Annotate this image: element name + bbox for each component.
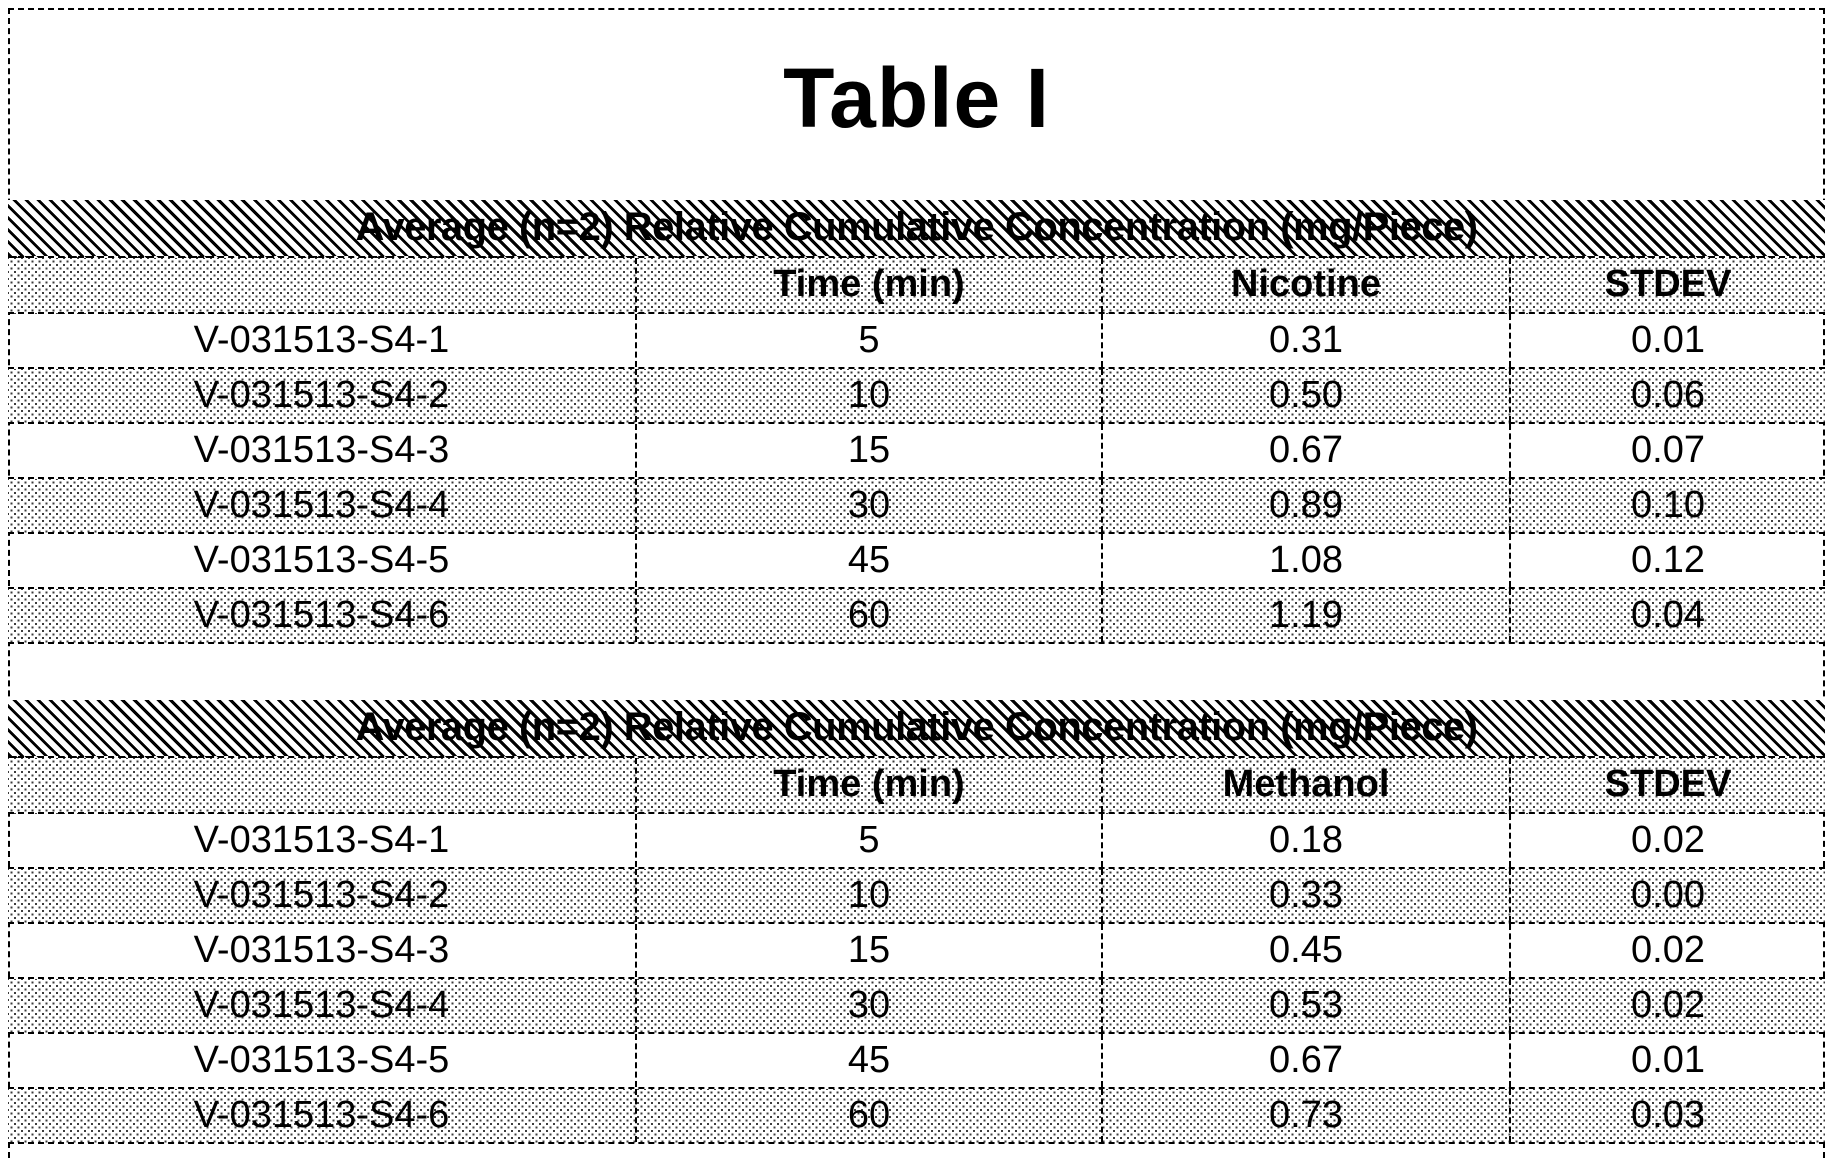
column-header-time: Time (min) [635, 258, 1101, 312]
table-row: V-031513-S4-3 15 0.67 0.07 [8, 424, 1825, 479]
cell-sample: V-031513-S4-3 [193, 929, 450, 971]
cell-stdev: 0.02 [1509, 814, 1825, 867]
table-row: V-031513-S4-2 10 0.50 0.06 [8, 369, 1825, 424]
page-border-frame [8, 8, 1825, 1158]
cell-time: 60 [635, 589, 1101, 642]
cell-sample: V-031513-S4-2 [193, 874, 450, 916]
column-header-sample [8, 758, 635, 812]
cell-time: 45 [635, 1034, 1101, 1087]
cell-stdev: 0.07 [1509, 424, 1825, 477]
nicotine-table-header-row: Time (min) Nicotine STDEV [8, 258, 1825, 314]
table-row: V-031513-S4-6 60 0.73 0.03 [8, 1089, 1825, 1144]
cell-sample: V-031513-S4-1 [193, 819, 450, 861]
table-row: V-031513-S4-4 30 0.53 0.02 [8, 979, 1825, 1034]
column-header-stdev: STDEV [1509, 258, 1825, 312]
cell-sample: V-031513-S4-5 [193, 539, 450, 581]
cell-time: 5 [635, 314, 1101, 367]
cell-value: 0.67 [1101, 424, 1509, 477]
table-row: V-031513-S4-4 30 0.89 0.10 [8, 479, 1825, 534]
column-header-nicotine: Nicotine [1101, 258, 1509, 312]
table-row: V-031513-S4-1 5 0.18 0.02 [8, 814, 1825, 869]
cell-value: 0.53 [1101, 979, 1509, 1032]
table-row: V-031513-S4-5 45 0.67 0.01 [8, 1034, 1825, 1089]
table-row: V-031513-S4-2 10 0.33 0.00 [8, 869, 1825, 924]
cell-value: 0.31 [1101, 314, 1509, 367]
cell-time: 5 [635, 814, 1101, 867]
cell-stdev: 0.12 [1509, 534, 1825, 587]
cell-time: 15 [635, 924, 1101, 977]
cell-value: 0.67 [1101, 1034, 1509, 1087]
cell-time: 45 [635, 534, 1101, 587]
cell-stdev: 0.03 [1509, 1089, 1825, 1142]
column-header-sample [8, 258, 635, 312]
cell-sample: V-031513-S4-4 [193, 484, 450, 526]
methanol-table: Average (n=2) Relative Cumulative Concen… [8, 700, 1825, 1144]
table-row: V-031513-S4-5 45 1.08 0.12 [8, 534, 1825, 589]
cell-sample: V-031513-S4-6 [193, 1094, 450, 1136]
cell-time: 60 [635, 1089, 1101, 1142]
column-header-methanol: Methanol [1101, 758, 1509, 812]
nicotine-table-band-title: Average (n=2) Relative Cumulative Concen… [8, 200, 1825, 258]
cell-time: 10 [635, 369, 1101, 422]
nicotine-table: Average (n=2) Relative Cumulative Concen… [8, 200, 1825, 644]
cell-value: 1.19 [1101, 589, 1509, 642]
cell-stdev: 0.01 [1509, 1034, 1825, 1087]
cell-time: 30 [635, 979, 1101, 1032]
cell-value: 0.50 [1101, 369, 1509, 422]
cell-sample: V-031513-S4-2 [193, 374, 450, 416]
cell-sample: V-031513-S4-3 [193, 429, 450, 471]
cell-value: 0.73 [1101, 1089, 1509, 1142]
cell-stdev: 0.04 [1509, 589, 1825, 642]
cell-value: 0.89 [1101, 479, 1509, 532]
cell-stdev: 0.02 [1509, 979, 1825, 1032]
cell-stdev: 0.10 [1509, 479, 1825, 532]
methanol-table-header-row: Time (min) Methanol STDEV [8, 758, 1825, 814]
cell-stdev: 0.01 [1509, 314, 1825, 367]
cell-value: 1.08 [1101, 534, 1509, 587]
cell-sample: V-031513-S4-4 [193, 984, 450, 1026]
cell-stdev: 0.02 [1509, 924, 1825, 977]
cell-value: 0.18 [1101, 814, 1509, 867]
cell-time: 30 [635, 479, 1101, 532]
cell-stdev: 0.00 [1509, 869, 1825, 922]
column-header-stdev: STDEV [1509, 758, 1825, 812]
cell-value: 0.45 [1101, 924, 1509, 977]
cell-time: 10 [635, 869, 1101, 922]
cell-value: 0.33 [1101, 869, 1509, 922]
cell-sample: V-031513-S4-1 [193, 319, 450, 361]
cell-stdev: 0.06 [1509, 369, 1825, 422]
table-row: V-031513-S4-1 5 0.31 0.01 [8, 314, 1825, 369]
methanol-table-band-title: Average (n=2) Relative Cumulative Concen… [8, 700, 1825, 758]
cell-sample: V-031513-S4-6 [193, 594, 450, 636]
cell-sample: V-031513-S4-5 [193, 1039, 450, 1081]
cell-time: 15 [635, 424, 1101, 477]
table-row: V-031513-S4-6 60 1.19 0.04 [8, 589, 1825, 644]
table-row: V-031513-S4-3 15 0.45 0.02 [8, 924, 1825, 979]
page-title: Table I [783, 51, 1050, 145]
column-header-time: Time (min) [635, 758, 1101, 812]
